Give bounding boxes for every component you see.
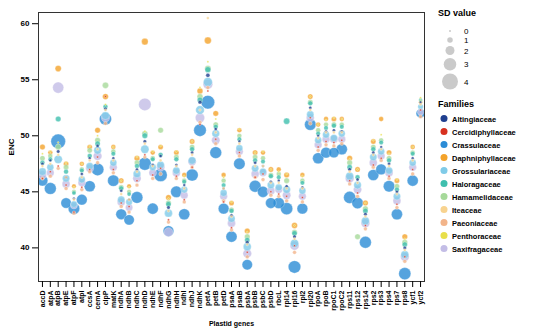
svg-text:atpF: atpF	[70, 290, 78, 306]
svg-text:ycf2: ycf2	[417, 290, 425, 304]
svg-text:Hamamelidaceae: Hamamelidaceae	[452, 193, 513, 202]
svg-text:petB: petB	[212, 291, 220, 307]
svg-text:ndhI: ndhI	[180, 290, 187, 305]
svg-text:ndhC: ndhC	[133, 291, 140, 309]
svg-text:psbB: psbB	[251, 291, 259, 309]
svg-text:ndhE: ndhE	[149, 290, 156, 308]
svg-text:rpoA: rpoA	[314, 291, 322, 307]
svg-text:ndhK: ndhK	[196, 291, 203, 309]
svg-text:2: 2	[464, 47, 469, 56]
svg-text:ndhB: ndhB	[125, 291, 132, 309]
svg-text:ndhH: ndhH	[173, 291, 180, 309]
svg-text:rps8: rps8	[401, 290, 409, 305]
svg-text:rpl2: rpl2	[299, 290, 307, 303]
svg-text:rps4: rps4	[385, 290, 393, 305]
svg-text:Altingiaceae: Altingiaceae	[452, 115, 496, 124]
svg-text:ndhF: ndhF	[157, 290, 164, 308]
svg-text:Grossulariaceae: Grossulariaceae	[452, 167, 510, 176]
svg-text:ndhA: ndhA	[117, 291, 124, 309]
svg-text:rpl14: rpl14	[283, 290, 291, 307]
svg-text:55: 55	[21, 75, 30, 84]
svg-text:rps12: rps12	[354, 290, 362, 309]
svg-text:rps11: rps11	[346, 290, 354, 308]
svg-text:rbcL: rbcL	[275, 290, 282, 306]
svg-text:accD: accD	[39, 291, 46, 308]
svg-text:psaB: psaB	[236, 291, 244, 308]
svg-text:rpl20: rpl20	[307, 290, 315, 307]
svg-text:45: 45	[21, 187, 30, 196]
svg-text:60: 60	[21, 19, 30, 28]
svg-text:psbD: psbD	[267, 291, 275, 309]
svg-text:ndhG: ndhG	[165, 290, 172, 309]
svg-text:Cercidiphyllaceae: Cercidiphyllaceae	[452, 128, 516, 137]
svg-text:ENC: ENC	[7, 138, 16, 155]
svg-text:psaA: psaA	[228, 291, 236, 308]
svg-text:Saxifragaceae: Saxifragaceae	[452, 245, 502, 254]
svg-text:ndhD: ndhD	[141, 291, 148, 309]
svg-text:ycf1: ycf1	[409, 290, 417, 304]
svg-text:Paeoniaceae: Paeoniaceae	[452, 219, 497, 228]
svg-text:Iteaceae: Iteaceae	[452, 206, 482, 215]
svg-text:50: 50	[21, 131, 30, 140]
svg-text:atpI: atpI	[78, 290, 86, 303]
svg-text:ccsA: ccsA	[86, 291, 93, 308]
svg-text:atpA: atpA	[47, 291, 55, 307]
svg-text:clpP: clpP	[102, 290, 110, 305]
svg-text:4: 4	[464, 78, 469, 87]
svg-text:petD: petD	[220, 291, 228, 307]
svg-text:matK: matK	[110, 291, 117, 309]
svg-text:Crassulaceae: Crassulaceae	[452, 141, 500, 150]
svg-text:petA: petA	[204, 291, 212, 307]
svg-text:40: 40	[21, 243, 30, 252]
svg-text:1: 1	[464, 36, 469, 45]
svg-text:Haloragaceae: Haloragaceae	[452, 180, 501, 189]
svg-text:SD value: SD value	[438, 8, 476, 18]
svg-text:psbC: psbC	[259, 291, 267, 309]
svg-text:rpoC2: rpoC2	[338, 290, 346, 310]
svg-text:psbA: psbA	[243, 291, 251, 309]
svg-text:cemA: cemA	[94, 291, 101, 310]
svg-text:rpoC1: rpoC1	[330, 290, 338, 310]
svg-text:atpE: atpE	[62, 290, 70, 306]
svg-text:0: 0	[464, 27, 469, 36]
svg-text:Plastid genes: Plastid genes	[209, 320, 254, 328]
svg-text:rps3: rps3	[377, 290, 385, 305]
svg-text:rps14: rps14	[362, 290, 370, 309]
svg-text:atpB: atpB	[54, 291, 62, 307]
svg-text:Daphniphyllaceae: Daphniphyllaceae	[452, 154, 516, 163]
svg-text:ndhJ: ndhJ	[188, 290, 195, 307]
svg-text:rps2: rps2	[370, 290, 378, 305]
svg-text:Penthoraceae: Penthoraceae	[452, 232, 501, 241]
svg-text:rpl16: rpl16	[291, 290, 299, 307]
svg-text:rps7: rps7	[393, 290, 401, 305]
svg-text:rpoB: rpoB	[322, 291, 330, 307]
svg-text:3: 3	[464, 60, 469, 69]
svg-text:Families: Families	[438, 99, 474, 109]
